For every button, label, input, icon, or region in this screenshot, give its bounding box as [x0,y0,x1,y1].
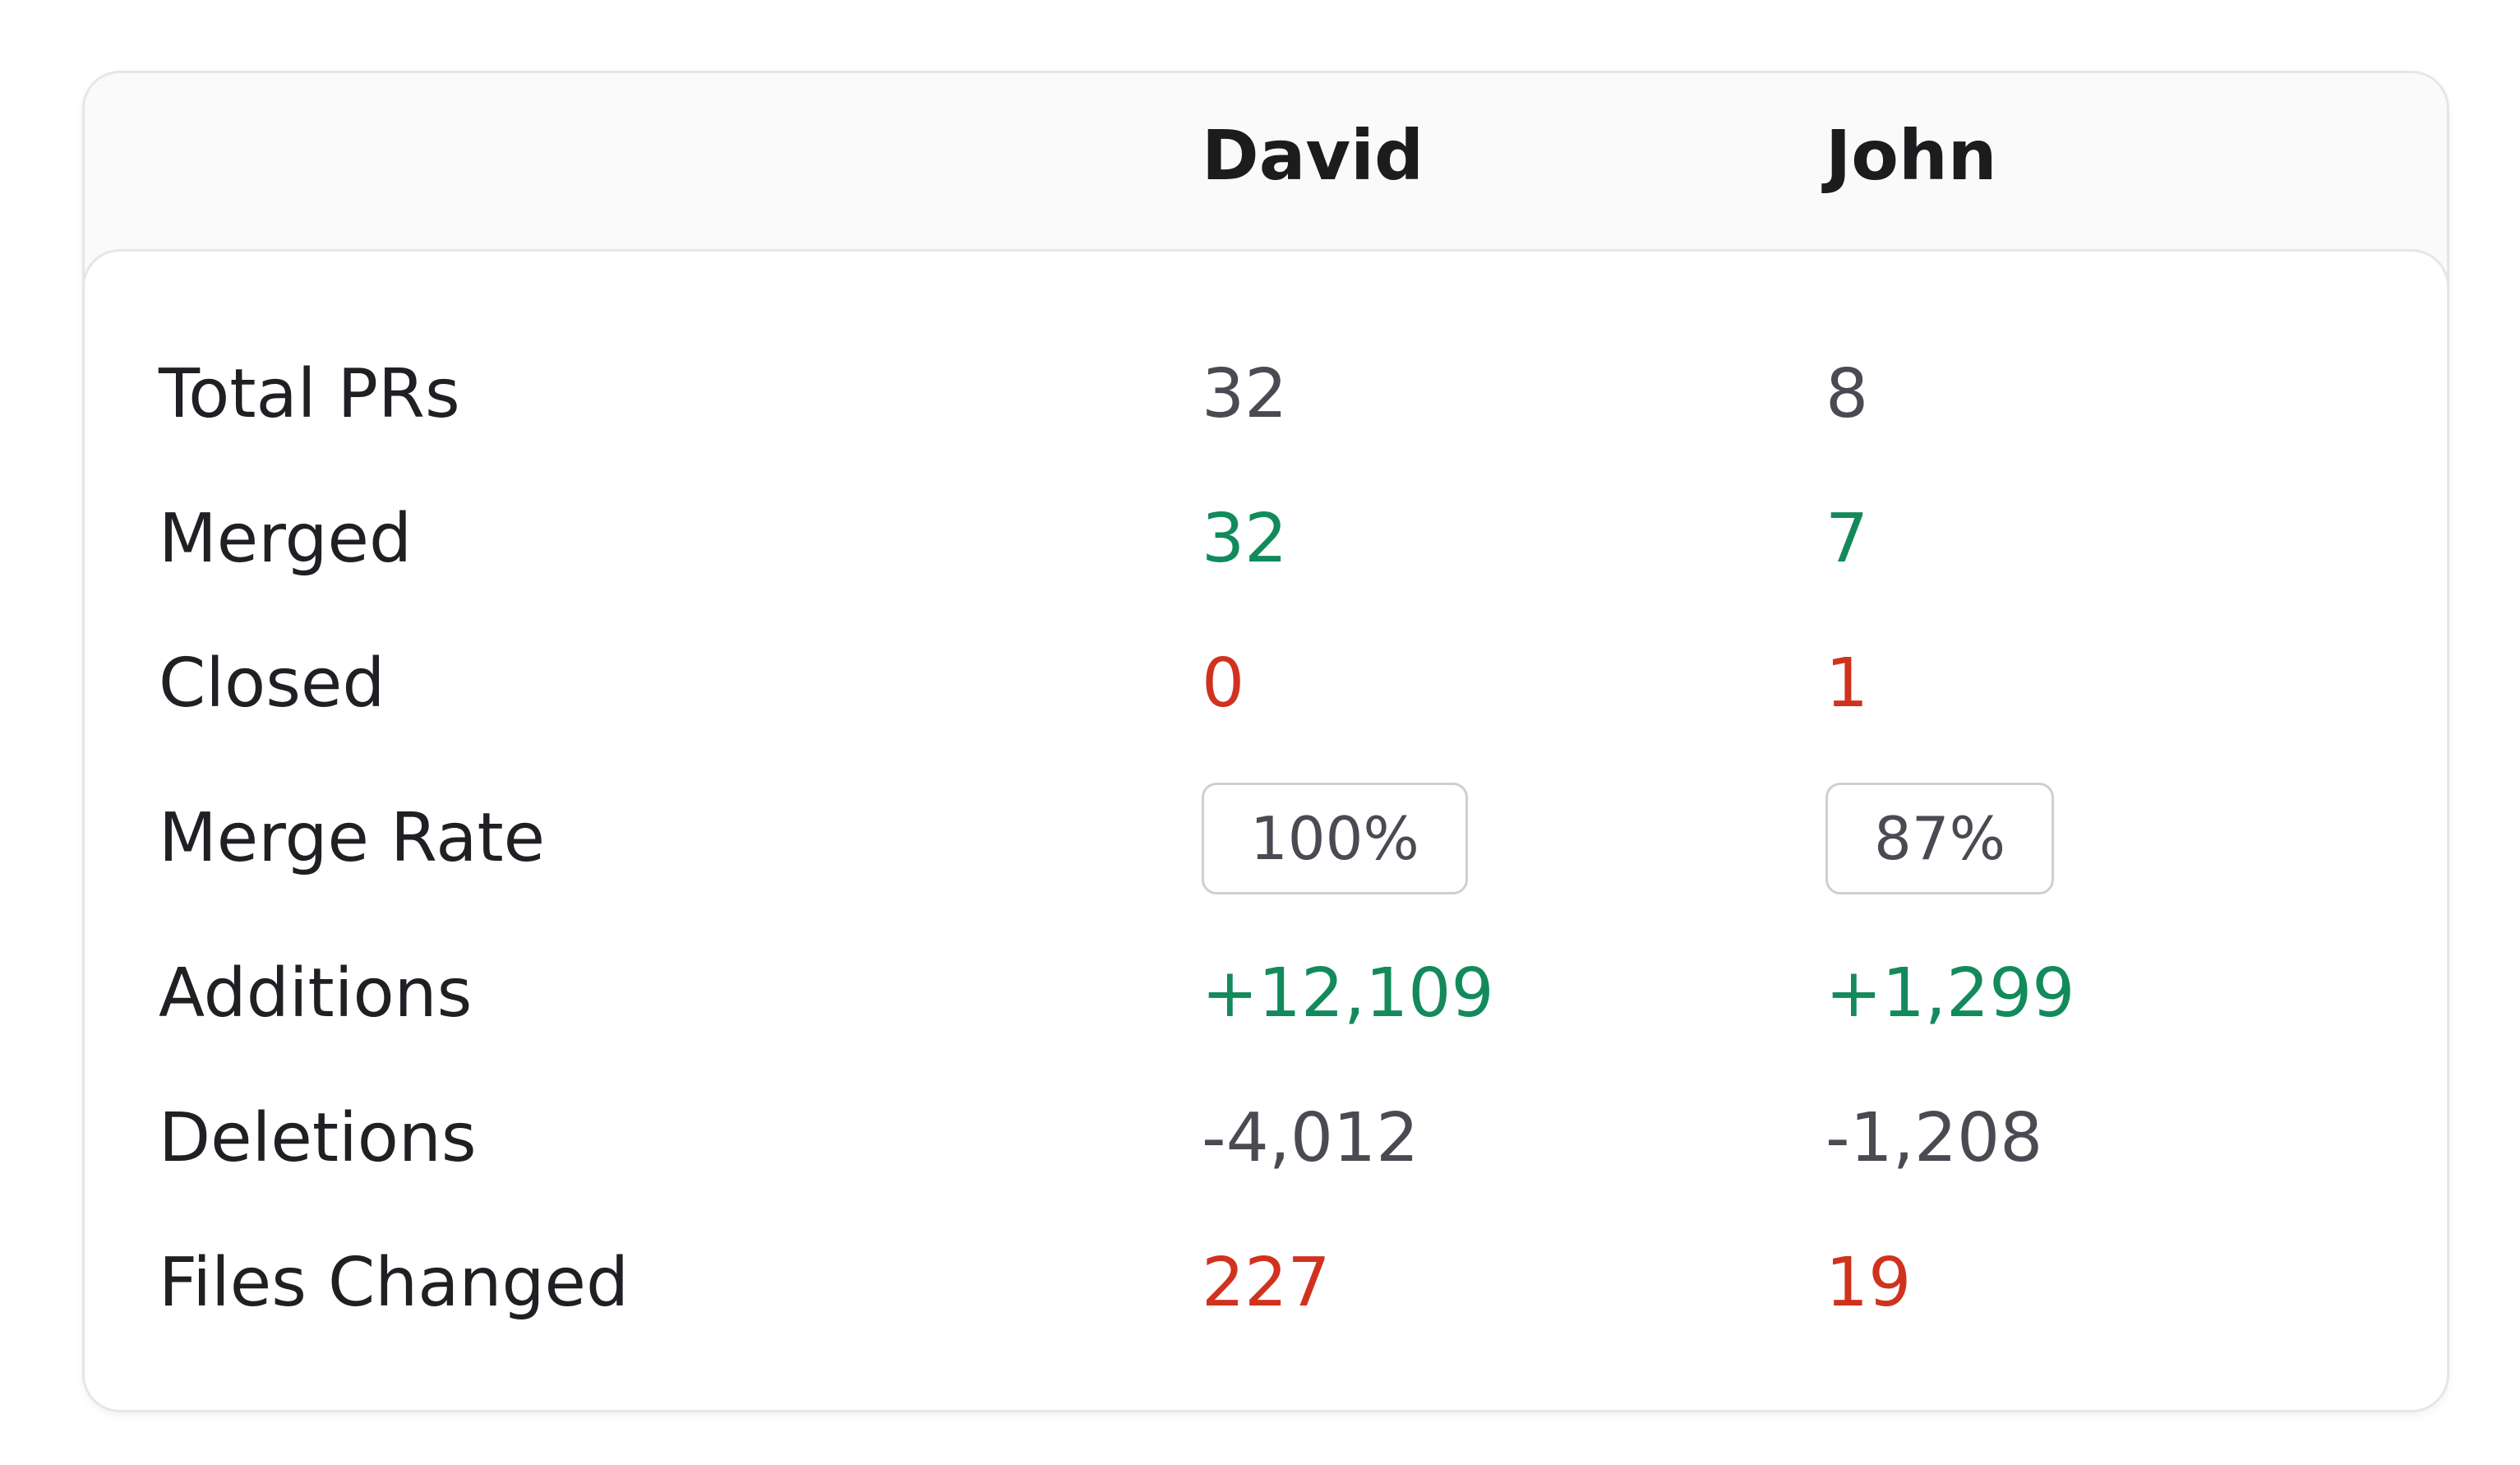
david-files-changed-value: 227 [1202,1244,1331,1322]
merge-rate-badge: 87% [1825,783,2055,894]
row-label: Merged [159,500,413,578]
merge-rate-badge: 100% [1202,783,1468,894]
david-merge-rate-cell: 100% [1202,783,1468,894]
table-row: Files Changed 227 19 [85,1213,2447,1353]
table-row: Additions +12,109 +1,299 [85,924,2447,1064]
david-additions-value: +12,109 [1202,954,1494,1033]
row-label: Closed [159,645,385,723]
david-merged-value: 32 [1202,500,1288,578]
row-label: Additions [159,954,473,1033]
john-deletions-value: -1,208 [1825,1099,2043,1177]
john-additions-value: +1,299 [1825,954,2075,1033]
john-files-changed-value: 19 [1825,1244,1912,1322]
john-closed-value: 1 [1825,645,1869,723]
john-merged-value: 7 [1825,500,1869,578]
table-row: Deletions -4,012 -1,208 [85,1069,2447,1209]
table-row: Closed 0 1 [85,614,2447,754]
row-label: Files Changed [159,1244,629,1322]
row-label: Merge Rate [159,799,546,877]
comparison-card: David John Total PRs 32 8 Merged 32 7 Cl… [82,71,2449,1412]
john-merge-rate-cell: 87% [1825,783,2055,894]
table-body: Total PRs 32 8 Merged 32 7 Closed 0 1 Me… [85,249,2447,1410]
column-header-john: John [1825,115,1997,196]
david-total-prs-value: 32 [1202,355,1288,433]
table-row: Merged 32 7 [85,469,2447,609]
table-row: Total PRs 32 8 [85,325,2447,464]
table-header: David John [85,73,2447,251]
row-label: Total PRs [159,355,460,433]
david-closed-value: 0 [1202,645,1245,723]
david-deletions-value: -4,012 [1202,1099,1419,1177]
column-header-david: David [1202,115,1424,196]
row-label: Deletions [159,1099,477,1177]
john-total-prs-value: 8 [1825,355,1869,433]
table-row: Merge Rate 100% 87% [85,769,2447,908]
